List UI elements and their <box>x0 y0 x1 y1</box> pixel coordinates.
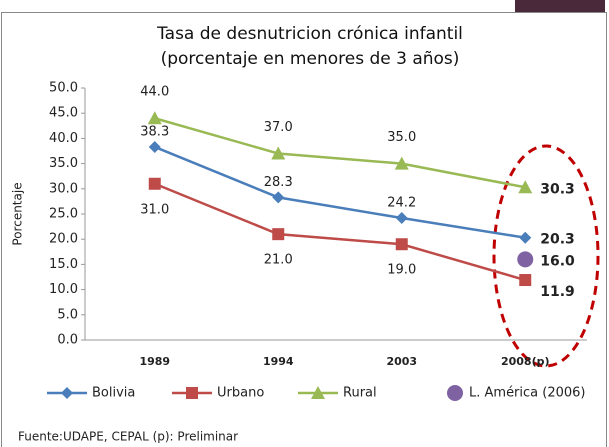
marker <box>148 177 161 190</box>
marker <box>518 180 533 194</box>
marker <box>447 385 463 401</box>
legend-label: Bolivia <box>92 386 135 401</box>
x-tick-label: 2008(p) <box>501 355 550 368</box>
marker <box>147 111 162 125</box>
y-tick-label: 45.0 <box>49 106 78 121</box>
marker <box>148 140 161 153</box>
data-label: 31.0 <box>140 202 169 217</box>
marker <box>186 387 198 399</box>
data-label: 20.3 <box>540 232 575 248</box>
y-tick-label: 35.0 <box>49 156 78 171</box>
data-label: 44.0 <box>140 85 169 100</box>
marker <box>395 238 408 251</box>
y-tick-label: 5.0 <box>57 307 78 322</box>
x-tick-label: 2003 <box>386 355 417 368</box>
legend-label: Urbano <box>217 386 264 401</box>
highlight-ellipse <box>492 144 600 368</box>
marker <box>61 387 73 399</box>
legend-label: Rural <box>343 386 377 401</box>
marker <box>519 231 532 244</box>
marker <box>395 212 408 225</box>
y-axis-label: Porcentaje <box>11 182 25 245</box>
photo-fragment <box>515 0 605 12</box>
y-tick-label: 30.0 <box>49 181 78 196</box>
series-line <box>154 145 526 239</box>
marker <box>271 146 286 160</box>
marker <box>517 251 534 268</box>
data-label: 21.0 <box>264 253 293 268</box>
data-label: 28.3 <box>264 175 293 190</box>
y-tick-label: 0.0 <box>57 333 78 348</box>
legend-label: L. América (2006) <box>469 386 586 401</box>
marker <box>394 156 409 170</box>
data-label: 16.0 <box>540 253 575 269</box>
series-line <box>154 117 526 189</box>
data-label: 24.2 <box>387 196 416 211</box>
marker <box>272 228 285 241</box>
data-label: 19.0 <box>387 263 416 278</box>
marker <box>311 386 325 399</box>
data-label: 30.3 <box>540 181 575 197</box>
source-note: Fuente:UDAPE, CEPAL (p): Preliminar <box>18 430 238 444</box>
x-tick-label: 1994 <box>263 355 294 368</box>
y-tick-label: 50.0 <box>49 81 78 96</box>
data-label: 38.3 <box>140 124 169 139</box>
data-label: 37.0 <box>264 120 293 135</box>
data-label: 11.9 <box>540 284 575 300</box>
marker <box>519 274 532 287</box>
y-tick-label: 15.0 <box>49 257 78 272</box>
y-tick-label: 20.0 <box>49 232 78 247</box>
data-label: 35.0 <box>387 130 416 145</box>
y-tick-label: 40.0 <box>49 131 78 146</box>
series-line <box>154 182 526 282</box>
chart-frame <box>1 12 607 447</box>
x-tick-label: 1989 <box>139 355 170 368</box>
y-tick-label: 25.0 <box>49 207 78 222</box>
chart-title: Tasa de desnutricion crónica infantil (p… <box>157 24 463 69</box>
y-tick-label: 10.0 <box>49 282 78 297</box>
marker <box>272 191 285 204</box>
